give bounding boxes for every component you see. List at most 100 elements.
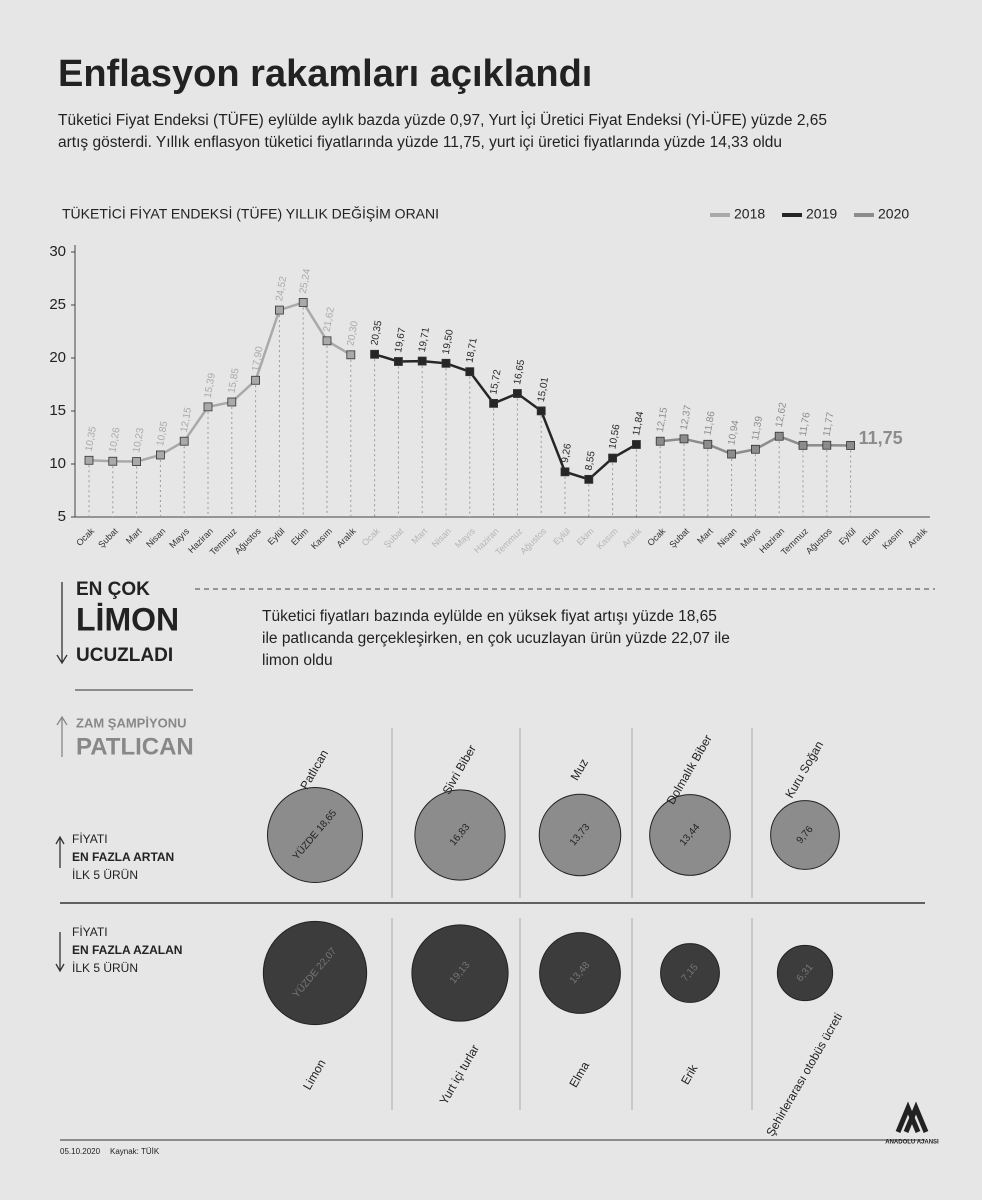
x-tick-label: Temmuz	[208, 526, 239, 557]
legend-label: 2019	[806, 206, 837, 222]
point	[774, 431, 784, 441]
footer-source: Kaynak: TÜİK	[110, 1147, 160, 1156]
x-tick-label: Ocak	[645, 526, 667, 548]
value-label: 12,62	[774, 401, 789, 428]
value-label: 11,86	[703, 410, 718, 436]
bubble	[411, 924, 509, 1022]
value-label: 10,56	[607, 423, 622, 450]
category-label: Limon	[300, 1057, 328, 1092]
group-label: İLK 5 ÜRÜN	[72, 868, 138, 882]
point	[513, 389, 522, 398]
x-tick-label: Aralık	[906, 526, 930, 550]
x-tick-label: Mart	[409, 526, 429, 546]
value-label: 19,67	[393, 326, 408, 353]
point	[798, 440, 808, 450]
bubble	[776, 944, 834, 1002]
point	[274, 305, 284, 315]
arrows	[55, 582, 68, 973]
point	[584, 474, 594, 484]
point	[132, 457, 142, 466]
x-tick-label: Şubat	[667, 526, 691, 550]
chart-title: TÜKETİCİ FİYAT ENDEKSİ (TÜFE) YILLIK DEĞ…	[62, 205, 439, 222]
x-tick-label: Kasım	[880, 526, 905, 551]
x-tick-label: Ağustos	[804, 526, 834, 556]
value-label: 11,77	[822, 411, 837, 437]
title: Enflasyon rakamları açıklandı	[58, 53, 592, 95]
value-label: 15,01	[536, 376, 551, 403]
value-label: 12,15	[655, 406, 670, 433]
y-tick-label: 15	[49, 402, 66, 419]
x-tick-label: Şubat	[382, 526, 406, 550]
callout-line: LİMON	[76, 601, 179, 637]
group-label: FİYATI	[72, 832, 108, 846]
group-label: EN FAZLA ARTAN	[72, 850, 174, 864]
callout-text: Tüketici fiyatları bazında eylülde en yü…	[262, 608, 730, 669]
group-label: EN FAZLA AZALAN	[72, 943, 182, 957]
group-label: FİYATI	[72, 925, 108, 939]
point	[155, 450, 165, 460]
value-label: 10,94	[726, 419, 741, 446]
callout-sub: PATLICAN	[76, 733, 194, 760]
point	[655, 436, 665, 446]
point	[322, 336, 332, 346]
x-tick-label: Şubat	[96, 526, 120, 550]
value-label: 20,30	[346, 320, 361, 347]
x-tick-label: Nisan	[715, 526, 738, 549]
x-tick-label: Ağustos	[518, 526, 548, 556]
x-tick-label: Kasım	[595, 526, 620, 551]
point	[822, 440, 832, 450]
x-tick-label: Ocak	[74, 526, 96, 548]
x-tick-label: Ekim	[860, 526, 881, 547]
point	[465, 367, 475, 377]
value-label: 15,85	[227, 367, 242, 394]
point	[703, 439, 713, 449]
y-tick-label: 10	[49, 455, 66, 472]
x-tick-label: Ocak	[360, 526, 382, 548]
bubble	[414, 789, 506, 881]
category-label: Yurt içi turlar	[437, 1042, 482, 1107]
point	[441, 358, 451, 368]
value-label: 18,71	[465, 337, 480, 364]
point	[370, 349, 380, 359]
x-tick-label: Ekim	[575, 526, 596, 547]
point	[298, 298, 308, 307]
value-label: 15,72	[488, 368, 503, 395]
category-label: Patlıcan	[297, 747, 331, 792]
value-label: 16,65	[512, 359, 527, 386]
category-label: Sivri Biber	[440, 742, 479, 796]
x-tick-label: Nisan	[430, 526, 453, 549]
point	[751, 444, 760, 454]
y-tick-label: 25	[49, 296, 66, 313]
series-line	[374, 353, 638, 481]
column-dividers	[391, 728, 753, 1110]
value-label: 19,71	[417, 326, 432, 353]
series-line	[88, 300, 352, 463]
value-label: 11,39	[750, 415, 765, 441]
point	[536, 406, 546, 416]
value-label: 11,76	[798, 411, 813, 437]
x-tick-label: Ekim	[289, 526, 310, 547]
bubble	[660, 943, 720, 1003]
x-tick-label: Eylül	[266, 526, 287, 547]
value-label: 10,23	[131, 427, 146, 454]
point	[203, 402, 213, 412]
x-tick-label: Nisan	[144, 526, 167, 549]
category-label: Erik	[678, 1061, 701, 1087]
y-tick-label: 20	[49, 349, 66, 366]
point	[727, 449, 736, 459]
point	[179, 436, 189, 446]
bubble	[266, 786, 364, 884]
value-label: 12,37	[679, 404, 694, 431]
point	[346, 350, 356, 360]
value-label: 10,85	[155, 420, 170, 447]
point	[108, 456, 118, 466]
y-tick-label: 30	[49, 243, 66, 260]
x-tick-label: Temmuz	[493, 526, 524, 557]
point	[393, 357, 403, 366]
y-tick-label: 5	[58, 508, 66, 525]
x-tick-label: Temmuz	[779, 526, 810, 557]
point	[227, 397, 237, 407]
point	[608, 453, 617, 463]
value-label: 24,52	[274, 275, 289, 302]
